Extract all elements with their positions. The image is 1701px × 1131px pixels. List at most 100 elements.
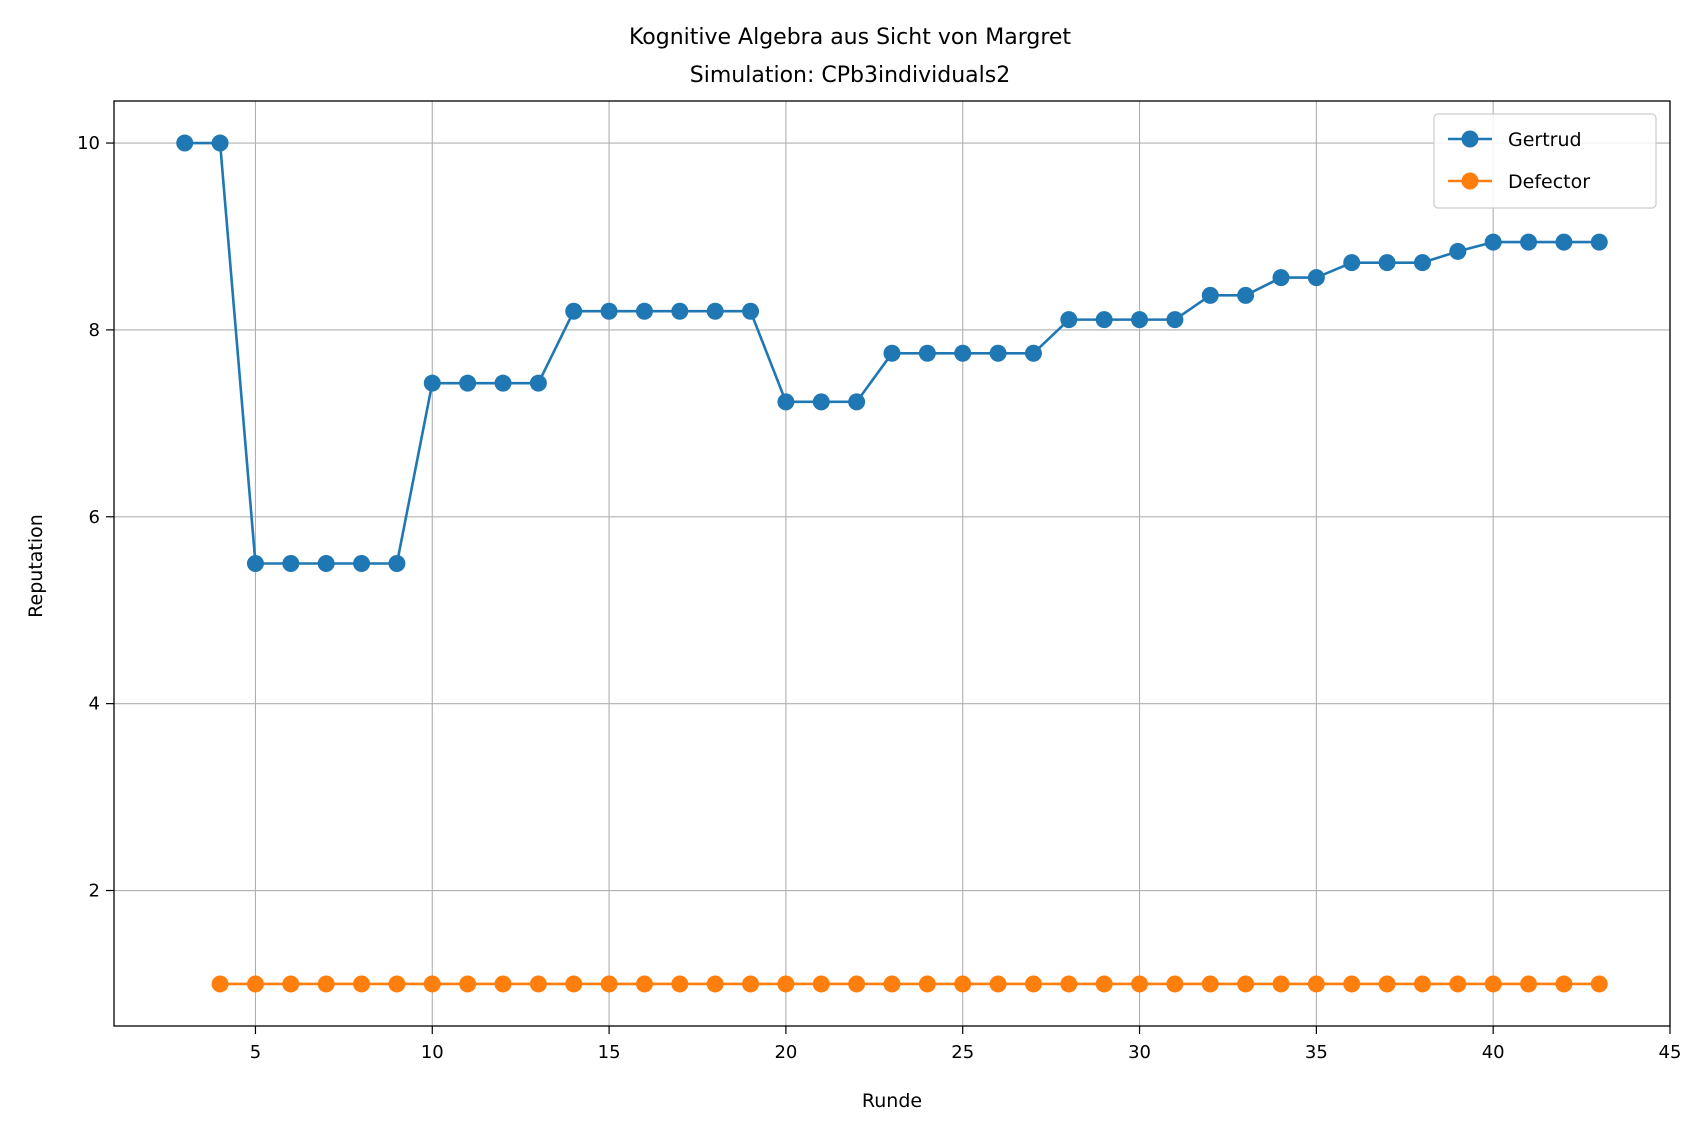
point-defector [954, 975, 972, 993]
point-defector [1378, 975, 1396, 993]
point-gertrud [812, 393, 830, 411]
point-gertrud [1166, 311, 1184, 329]
point-defector [1201, 975, 1219, 993]
x-tick-label: 25 [951, 1042, 974, 1063]
point-gertrud [1307, 269, 1325, 287]
point-defector [282, 975, 300, 993]
point-gertrud [317, 555, 335, 572]
series-gertrud [176, 134, 1608, 572]
x-tick-label: 10 [421, 1042, 444, 1063]
point-defector [1413, 975, 1431, 993]
point-defector [246, 975, 264, 993]
point-defector [918, 975, 936, 993]
point-gertrud [989, 344, 1007, 362]
point-gertrud [246, 555, 264, 572]
y-tick-label: 6 [89, 507, 100, 528]
point-gertrud [1272, 269, 1290, 287]
x-tick-label: 5 [250, 1042, 261, 1063]
point-gertrud [176, 134, 194, 152]
point-gertrud [423, 374, 441, 392]
point-defector [317, 975, 335, 993]
point-gertrud [282, 555, 300, 572]
point-defector [1237, 975, 1255, 993]
point-gertrud [1520, 233, 1538, 251]
legend-label-gertrud: Gertrud [1508, 129, 1582, 151]
point-defector [812, 975, 830, 993]
grid [114, 101, 1671, 1026]
point-gertrud [211, 134, 229, 152]
point-gertrud [459, 374, 477, 392]
legend-marker-defector [1461, 172, 1479, 190]
point-gertrud [706, 302, 724, 320]
point-gertrud [742, 302, 760, 320]
point-gertrud [918, 344, 936, 362]
point-gertrud [848, 393, 866, 411]
point-defector [1484, 975, 1502, 993]
y-axis-label: Reputation [25, 514, 47, 618]
point-defector [1166, 975, 1184, 993]
chart-title: Kognitive Algebra aus Sicht von Margret [629, 25, 1071, 50]
point-defector [388, 975, 406, 993]
point-defector [671, 975, 689, 993]
point-gertrud [1413, 254, 1431, 272]
x-tick-label: 15 [598, 1042, 621, 1063]
plot-frame [113, 100, 1671, 1027]
series-layer [176, 134, 1608, 993]
point-defector [1095, 975, 1113, 993]
point-gertrud [353, 555, 371, 572]
point-defector [459, 975, 477, 993]
point-gertrud [1237, 286, 1255, 304]
y-tick-label: 10 [77, 133, 100, 154]
point-defector [353, 975, 371, 993]
point-gertrud [954, 344, 972, 362]
x-tick-label: 45 [1659, 1042, 1682, 1063]
point-gertrud [1484, 233, 1502, 251]
point-defector [1555, 975, 1573, 993]
point-gertrud [1343, 254, 1361, 272]
point-gertrud [883, 344, 901, 362]
y-tick-label: 8 [89, 320, 100, 341]
point-gertrud [671, 302, 689, 320]
point-gertrud [1201, 286, 1219, 304]
y-tick-label: 4 [89, 694, 100, 715]
x-tick-label: 35 [1305, 1042, 1328, 1063]
point-defector [848, 975, 866, 993]
point-defector [1343, 975, 1361, 993]
point-gertrud [1555, 233, 1573, 251]
point-defector [989, 975, 1007, 993]
point-defector [529, 975, 547, 993]
chart-subtitle: Simulation: CPb3individuals2 [690, 63, 1010, 88]
legend: Gertrud Defector [1433, 113, 1657, 209]
y-tick-label: 2 [89, 881, 100, 902]
point-defector [883, 975, 901, 993]
point-gertrud [1060, 311, 1078, 329]
x-axis-label: Runde [862, 1090, 922, 1112]
x-tick-label: 30 [1128, 1042, 1151, 1063]
ticks: 5 10 15 20 25 30 35 40 45 2 4 6 8 10 [77, 133, 1681, 1063]
point-defector [1060, 975, 1078, 993]
point-defector [706, 975, 724, 993]
point-gertrud [1449, 242, 1467, 260]
legend-label-defector: Defector [1508, 171, 1590, 193]
x-tick-label: 20 [774, 1042, 797, 1063]
point-defector [1307, 975, 1325, 993]
point-gertrud [1131, 311, 1149, 329]
point-defector [1449, 975, 1467, 993]
point-gertrud [1024, 344, 1042, 362]
point-gertrud [494, 374, 512, 392]
point-defector [1131, 975, 1149, 993]
series-defector [211, 975, 1608, 993]
point-defector [1272, 975, 1290, 993]
point-defector [600, 975, 618, 993]
point-defector [565, 975, 583, 993]
point-defector [635, 975, 653, 993]
point-gertrud [1590, 233, 1608, 251]
point-gertrud [777, 393, 795, 411]
x-tick-label: 40 [1482, 1042, 1505, 1063]
point-defector [1590, 975, 1608, 993]
point-defector [742, 975, 760, 993]
point-gertrud [635, 302, 653, 320]
point-defector [1520, 975, 1538, 993]
point-defector [423, 975, 441, 993]
